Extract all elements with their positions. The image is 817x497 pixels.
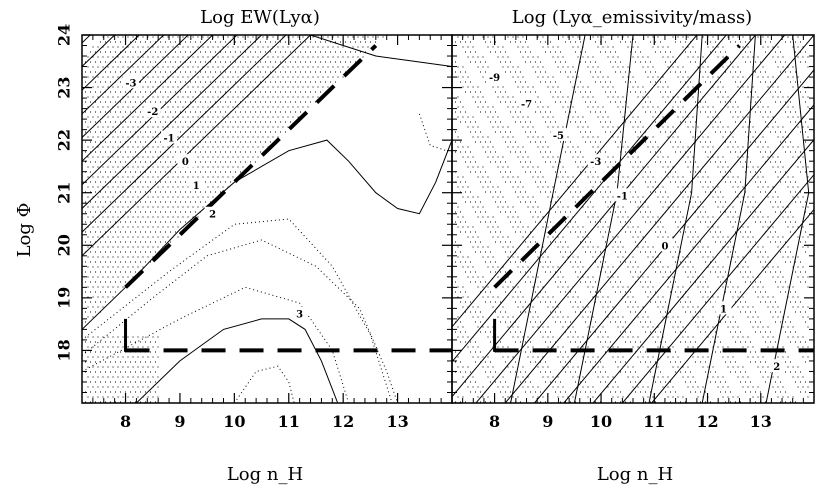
diagonal-contour (82, 35, 189, 138)
contour-label-bg (518, 96, 535, 110)
contour-label: -9 (489, 73, 500, 84)
contour-label: -3 (590, 157, 601, 168)
y-tick-label: 20 (55, 234, 74, 256)
diagonal-contour (82, 35, 214, 162)
x-tick-label: 9 (174, 412, 185, 431)
right-panel-stipple (455, 36, 809, 403)
right-x-axis-label: Log n_H (597, 464, 673, 485)
contour-label-bg (122, 75, 139, 89)
x-tick-label: 11 (278, 412, 300, 431)
dotted-contour (233, 365, 295, 403)
left-panel-overlay: -3 -2 -1 0 1 2 3 (122, 44, 452, 353)
y-tick-label: 19 (55, 287, 74, 309)
diagonal-contour (475, 35, 786, 403)
contour-label-bg (614, 188, 631, 202)
x-tick-label: 12 (696, 412, 718, 431)
left-panel-frame (81, 34, 453, 404)
x-tick-label: 8 (120, 412, 131, 431)
corner-marker (493, 318, 516, 352)
contour-label-bg (144, 104, 161, 118)
diagonal-contour (82, 35, 263, 209)
contour-label: 2 (209, 210, 216, 221)
contour-label: 0 (661, 241, 668, 252)
corner-marker (124, 318, 148, 352)
y-tick-label: 18 (55, 339, 74, 361)
y-tick-label: 22 (55, 129, 74, 151)
x-tick-label: 11 (643, 412, 665, 431)
diagonal-contour (452, 35, 756, 398)
contour-label: 0 (182, 157, 189, 168)
dashed-guide-line (124, 44, 378, 289)
y-tick-label: 21 (55, 182, 74, 204)
contour-label: 1 (720, 304, 727, 315)
vertical-contour (765, 35, 810, 403)
dotted-contour (82, 286, 350, 403)
dotted-contour (82, 239, 399, 403)
upper-contour (310, 35, 452, 67)
left-x-axis-label: Log n_H (227, 464, 303, 485)
contour-label-bg (768, 359, 785, 373)
contour-label-bg (188, 177, 205, 191)
diagonal-contour (82, 35, 165, 115)
dotted-contour (418, 113, 447, 152)
diagonal-contour (82, 35, 238, 186)
bump-contour (136, 318, 339, 403)
contour-label: -5 (553, 131, 564, 142)
contour-label-bg (715, 301, 732, 315)
diagonal-contour (592, 138, 814, 403)
diagonal-contour (504, 35, 814, 403)
contour-label: 2 (773, 362, 780, 373)
x-tick-label: 10 (223, 412, 245, 431)
contour-label-bg (161, 130, 178, 144)
x-tick-label: 13 (386, 412, 408, 431)
left-panel-stipple (85, 36, 384, 403)
right-panel-title: Log (Lyα_emissivity/mass) (512, 7, 752, 28)
dashed-guide-line (493, 44, 741, 289)
contour-label-bg (291, 306, 308, 320)
contour-label: -3 (125, 78, 136, 89)
diagonal-contour (622, 173, 814, 403)
stipple-dots (85, 36, 384, 403)
right-panel-axes: 8 9 10 11 12 13 (451, 34, 814, 431)
vertical-contour (510, 35, 586, 403)
diagonal-contour (452, 35, 727, 363)
x-tick-label: 9 (542, 412, 553, 431)
y-tick-label: 23 (55, 76, 74, 98)
contour-label-bg (204, 206, 221, 220)
diagonal-contour (452, 35, 698, 328)
contour-label-bg (550, 127, 567, 141)
right-panel-overlay: -9 -7 -5 -3 -1 0 1 2 (486, 44, 814, 373)
diagonal-contour (82, 35, 287, 233)
contour-label-bg (177, 154, 194, 168)
contour-label: -7 (521, 99, 532, 110)
diagonal-contour (534, 69, 814, 403)
vertical-contour (701, 35, 756, 403)
diagonal-contour (82, 35, 312, 257)
dotted-contour (82, 218, 393, 403)
diagonal-contour (563, 104, 814, 403)
diagonal-contour (651, 208, 814, 403)
y-axis-label: Log Φ (14, 203, 35, 258)
left-panel-title: Log EW(Lyα) (200, 7, 320, 28)
contour-label: -2 (147, 107, 158, 118)
vertical-contour (573, 35, 634, 403)
y-tick-label: 24 (55, 24, 74, 46)
x-tick-label: 12 (332, 412, 354, 431)
right-panel-frame (451, 34, 815, 404)
contour-label: -1 (617, 191, 628, 202)
x-tick-label: 8 (489, 412, 500, 431)
contour-label-bg (656, 238, 673, 252)
contour-label: -1 (164, 134, 175, 145)
contour-label-bg (587, 154, 604, 168)
contour-label: 3 (296, 310, 303, 321)
contour-label-bg (486, 70, 503, 84)
x-tick-label: 13 (750, 412, 772, 431)
boundary-contour (82, 139, 452, 330)
x-tick-label: 10 (590, 412, 612, 431)
contour-label: 1 (193, 181, 200, 192)
stipple-dots (455, 36, 809, 403)
left-panel-contours (82, 35, 452, 403)
